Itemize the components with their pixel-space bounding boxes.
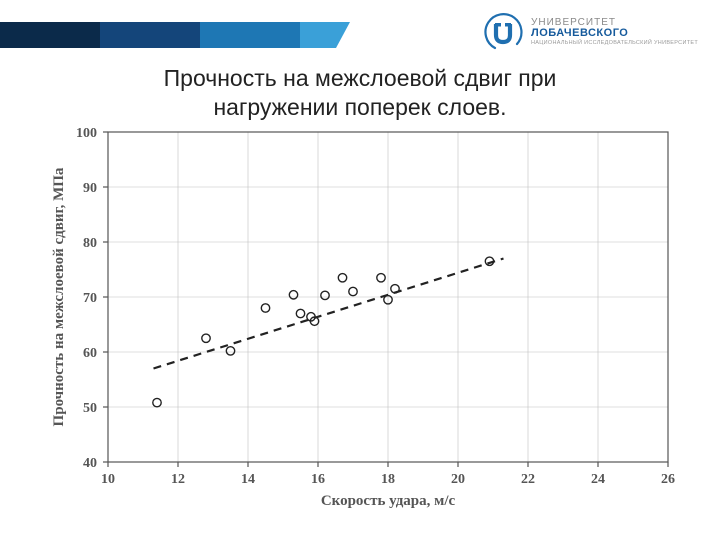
svg-text:14: 14 <box>241 472 255 487</box>
svg-text:Скорость удара, м/с: Скорость удара, м/с <box>321 493 456 509</box>
logo-text-line2: ЛОБАЧЕВСКОГО <box>531 28 698 40</box>
scatter-chart: 10 12 14 16 18 20 22 24 26 40 50 60 70 80 90 100 Скорост… <box>30 122 690 522</box>
svg-text:40: 40 <box>83 456 97 471</box>
svg-text:50: 50 <box>83 401 97 416</box>
svg-text:60: 60 <box>83 346 97 361</box>
svg-text:18: 18 <box>381 472 395 487</box>
logo-text-line3: НАЦИОНАЛЬНЫЙ ИССЛЕДОВАТЕЛЬСКИЙ УНИВЕРСИТ… <box>531 41 698 47</box>
svg-text:26: 26 <box>661 472 675 487</box>
svg-text:70: 70 <box>83 291 97 306</box>
svg-text:12: 12 <box>171 472 185 487</box>
svg-text:20: 20 <box>451 472 465 487</box>
title-line-2: нагружении поперек слоев. <box>0 93 720 122</box>
svg-text:Прочность на межслоевой сдвиг,: Прочность на межслоевой сдвиг, МПа <box>51 167 67 426</box>
svg-text:90: 90 <box>83 181 97 196</box>
title-line-1: Прочность на межслоевой сдвиг при <box>0 64 720 93</box>
page-title: Прочность на межслоевой сдвиг при нагруж… <box>0 64 720 122</box>
svg-text:10: 10 <box>101 472 115 487</box>
svg-text:22: 22 <box>521 472 535 487</box>
svg-text:80: 80 <box>83 236 97 251</box>
logo-u-icon <box>483 12 523 52</box>
svg-text:16: 16 <box>311 472 325 487</box>
svg-text:100: 100 <box>76 126 97 141</box>
university-logo: УНИВЕРСИТЕТ ЛОБАЧЕВСКОГО НАЦИОНАЛЬНЫЙ ИС… <box>483 12 698 52</box>
svg-text:24: 24 <box>591 472 605 487</box>
header-bar <box>0 22 350 52</box>
